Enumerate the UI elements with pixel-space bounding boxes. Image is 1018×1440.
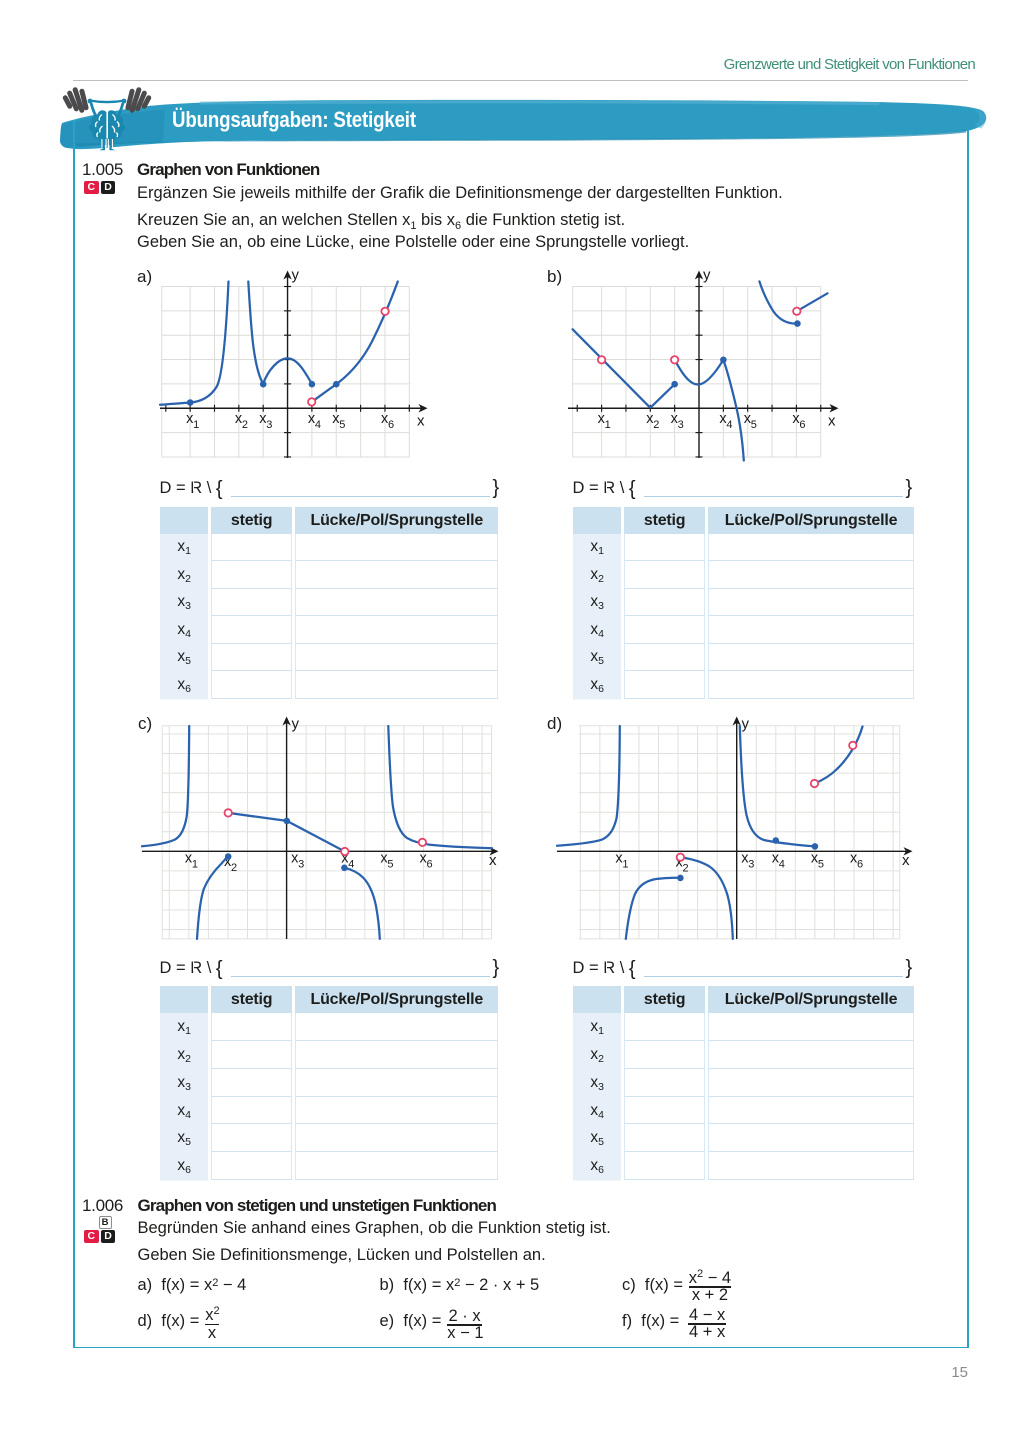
svg-text:6: 6 (799, 419, 805, 431)
svg-text:x: x (792, 411, 800, 427)
svg-text:y: y (292, 716, 300, 733)
svg-text:x: x (828, 413, 836, 430)
svg-text:4: 4 (726, 419, 732, 431)
svg-text:x: x (291, 851, 299, 867)
svg-text:x: x (259, 411, 267, 427)
svg-text:x: x (744, 411, 752, 427)
svg-text:x: x (902, 852, 910, 869)
svg-text:4: 4 (348, 859, 354, 871)
svg-text:5: 5 (387, 859, 393, 871)
svg-text:x: x (308, 411, 316, 427)
svg-text:3: 3 (748, 859, 754, 871)
svg-text:x: x (489, 852, 497, 869)
svg-text:1: 1 (192, 859, 198, 871)
svg-text:x: x (381, 411, 389, 427)
svg-text:x: x (598, 411, 606, 427)
svg-text:2: 2 (231, 862, 237, 874)
svg-text:3: 3 (678, 419, 684, 431)
svg-text:x: x (646, 411, 654, 427)
svg-text:x: x (772, 851, 780, 867)
svg-text:6: 6 (388, 419, 394, 431)
svg-text:1: 1 (622, 859, 628, 871)
svg-text:y: y (292, 267, 300, 284)
svg-text:5: 5 (751, 419, 757, 431)
svg-text:x: x (419, 851, 427, 867)
svg-text:5: 5 (339, 419, 345, 431)
svg-text:4: 4 (315, 419, 321, 431)
svg-text:x: x (850, 851, 858, 867)
svg-text:x: x (676, 855, 684, 871)
svg-text:x: x (235, 411, 243, 427)
svg-text:x: x (186, 411, 194, 427)
svg-text:x: x (185, 851, 193, 867)
svg-text:x: x (332, 411, 340, 427)
svg-text:5: 5 (818, 859, 824, 871)
svg-text:x: x (615, 851, 623, 867)
svg-text:x: x (811, 851, 819, 867)
svg-text:1: 1 (605, 419, 611, 431)
svg-text:x: x (380, 851, 388, 867)
svg-text:4: 4 (779, 859, 785, 871)
svg-text:3: 3 (266, 419, 272, 431)
svg-text:2: 2 (242, 419, 248, 431)
svg-text:3: 3 (298, 859, 304, 871)
svg-text:y: y (703, 267, 711, 284)
svg-text:2: 2 (683, 863, 689, 875)
svg-text:6: 6 (426, 859, 432, 871)
svg-text:x: x (224, 854, 232, 870)
svg-text:2: 2 (653, 419, 659, 431)
svg-text:x: x (671, 411, 679, 427)
svg-text:y: y (742, 716, 750, 733)
svg-text:6: 6 (857, 859, 863, 871)
svg-text:x: x (341, 851, 349, 867)
svg-text:x: x (741, 851, 749, 867)
svg-text:1: 1 (193, 419, 199, 431)
svg-text:x: x (417, 413, 425, 430)
svg-text:x: x (719, 411, 727, 427)
